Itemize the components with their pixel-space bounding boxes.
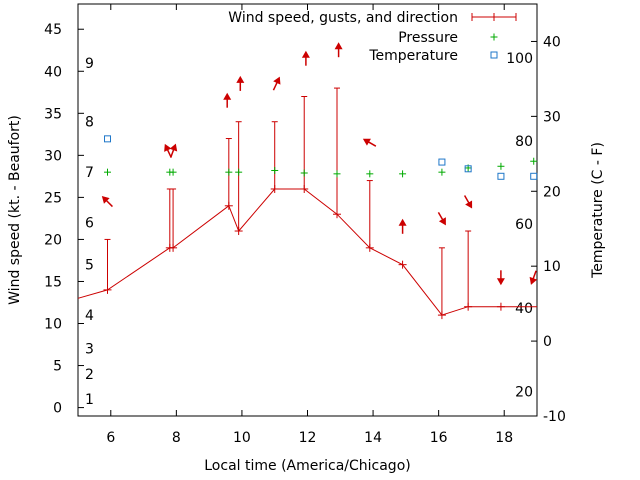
wind-direction-arrow — [529, 270, 538, 285]
temperature-point — [497, 172, 505, 180]
temperature-point — [530, 172, 538, 180]
wind-direction-arrow — [272, 76, 281, 91]
wind-direction-arrow — [334, 42, 343, 58]
beaufort-label: 9 — [85, 56, 94, 72]
y-tick-label: 40 — [44, 64, 62, 80]
y2-tick-label: -10 — [543, 409, 566, 425]
y-tick-label: 20 — [44, 232, 62, 248]
beaufort-label: 5 — [85, 258, 94, 274]
fahrenheit-label: 20 — [515, 384, 533, 400]
x-tick-label: 12 — [299, 430, 317, 446]
y2-axis-label: Temperature (C - F) — [590, 142, 606, 279]
x-tick-label: 18 — [495, 430, 513, 446]
y2-tick-label: 20 — [543, 184, 561, 200]
y-axis-label: Wind speed (kt. - Beaufort) — [7, 115, 23, 305]
x-tick-label: 10 — [233, 430, 251, 446]
temperature-point — [464, 165, 472, 173]
fahrenheit-label: 60 — [515, 217, 533, 233]
beaufort-label: 4 — [85, 308, 94, 324]
beaufort-label: 7 — [85, 165, 94, 181]
wind-direction-arrow — [362, 138, 377, 147]
beaufort-label: 6 — [85, 216, 94, 232]
y2-tick-label: 30 — [543, 109, 561, 125]
wind-direction-arrow — [301, 50, 310, 66]
y2-tick-label: 40 — [543, 34, 561, 50]
legend-temperature-marker — [490, 51, 498, 59]
y-tick-label: 35 — [44, 106, 62, 122]
beaufort-label: 2 — [85, 367, 94, 383]
y-tick-label: 5 — [53, 359, 62, 375]
fahrenheit-label: 80 — [515, 134, 533, 150]
y-tick-label: 0 — [53, 401, 62, 417]
temperature-point — [438, 158, 446, 166]
wind-direction-arrow — [437, 211, 446, 226]
legend-label: Temperature — [368, 48, 458, 64]
wind-direction-arrow — [223, 92, 232, 108]
wind-direction-arrow — [164, 143, 172, 158]
legend-label: Pressure — [398, 30, 458, 46]
wind-direction-arrow — [169, 143, 178, 158]
y-tick-label: 30 — [44, 148, 62, 164]
fahrenheit-label: 40 — [515, 301, 533, 317]
beaufort-label: 3 — [85, 342, 94, 358]
wind-direction-arrow — [463, 195, 473, 209]
x-tick-label: 8 — [172, 430, 181, 446]
y-tick-label: 45 — [44, 22, 62, 38]
temperature-point — [104, 135, 112, 143]
y2-tick-label: 0 — [543, 334, 552, 350]
y-tick-label: 15 — [44, 274, 62, 290]
fahrenheit-label: 100 — [506, 51, 533, 67]
plot-frame — [77, 3, 538, 417]
x-tick-label: 16 — [430, 430, 448, 446]
x-axis-label: Local time (America/Chicago) — [204, 458, 410, 474]
legend-label: Wind speed, gusts, and direction — [228, 10, 458, 26]
beaufort-label: 1 — [85, 392, 94, 408]
y-tick-label: 10 — [44, 317, 62, 333]
wind-direction-arrow — [496, 270, 505, 286]
wind-direction-arrow — [398, 218, 407, 234]
y2-tick-label: 10 — [543, 259, 561, 275]
beaufort-label: 8 — [85, 115, 94, 131]
wind-direction-arrow — [101, 195, 113, 208]
x-tick-label: 6 — [106, 430, 115, 446]
x-tick-label: 14 — [364, 430, 382, 446]
wind-direction-arrow — [236, 75, 245, 91]
y-tick-label: 25 — [44, 190, 62, 206]
